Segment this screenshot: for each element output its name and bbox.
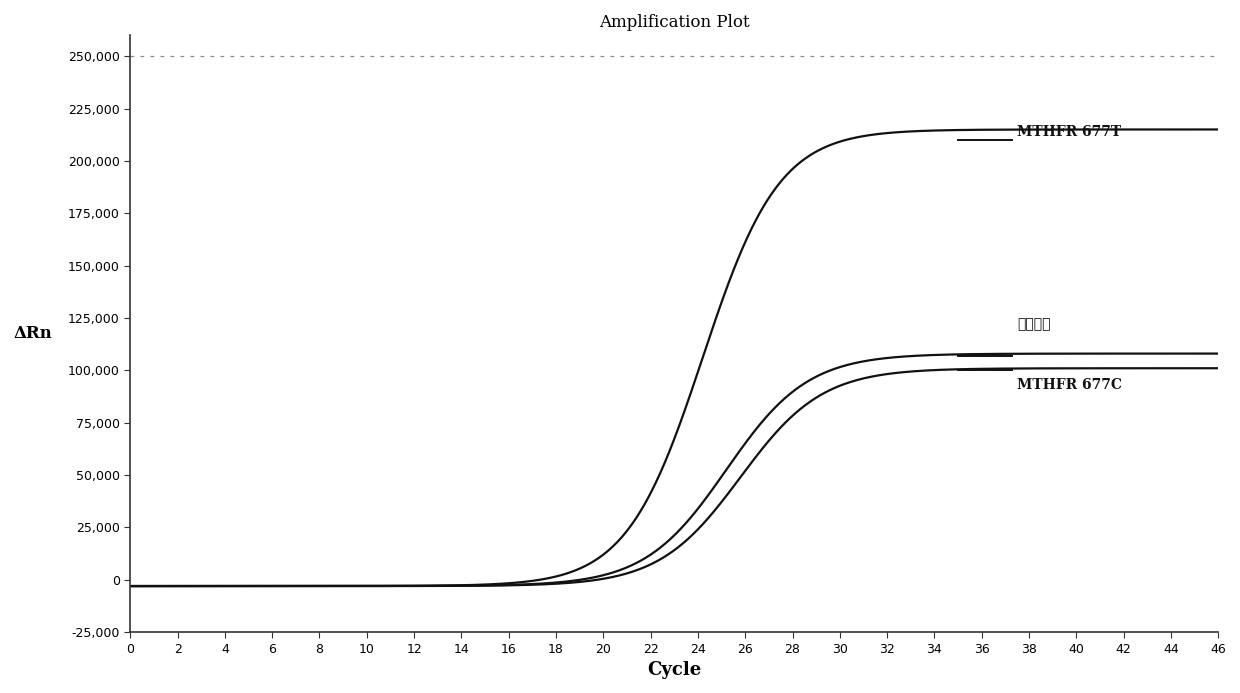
Text: MTHFR 677T: MTHFR 677T: [1017, 125, 1121, 139]
X-axis label: Cycle: Cycle: [647, 661, 702, 679]
Y-axis label: ΔRn: ΔRn: [14, 325, 52, 342]
Text: MTHFR 677C: MTHFR 677C: [1017, 378, 1122, 392]
Text: 内参基因: 内参基因: [1017, 317, 1050, 331]
Title: Amplification Plot: Amplification Plot: [599, 14, 749, 31]
